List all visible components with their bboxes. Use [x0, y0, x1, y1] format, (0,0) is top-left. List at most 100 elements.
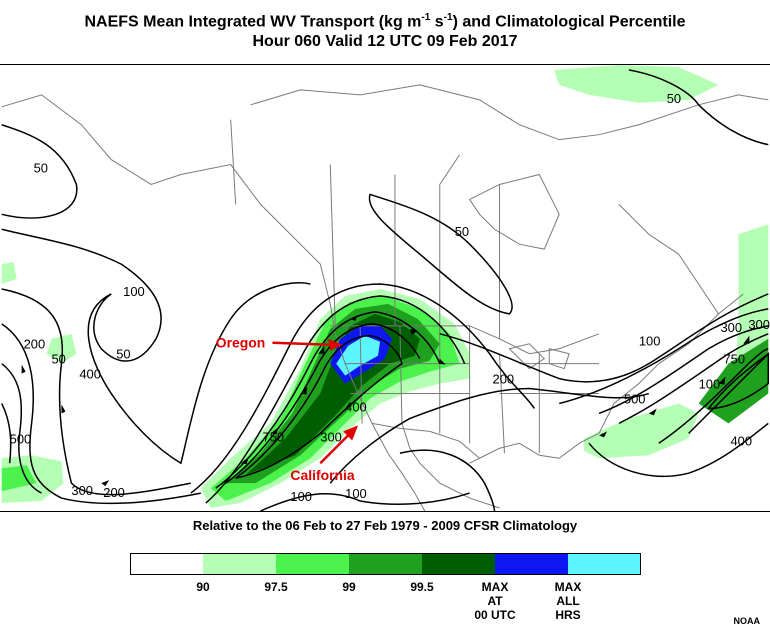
contour-50-south: [399, 449, 496, 511]
legend-tick-label: 99.5: [410, 580, 434, 594]
credit-label: NOAA: [733, 616, 761, 626]
contour-label: 500: [10, 431, 32, 446]
legend-tick-label: MAX ALL HRS: [554, 580, 582, 622]
vector-arrow: [61, 404, 66, 414]
title-line-1: NAEFS Mean Integrated WV Transport (kg m…: [84, 12, 686, 31]
contour-500-west: [1, 403, 12, 464]
vector-arrow: [718, 376, 726, 385]
contour-label: 100: [123, 284, 145, 299]
shade-97-5-west-pacific: [46, 333, 77, 364]
state-lines: [345, 325, 600, 454]
vector-arrows: [21, 314, 750, 487]
contour-label: 100: [639, 334, 661, 349]
vector-arrow: [240, 457, 249, 465]
oregon-arrowhead: [328, 338, 343, 351]
coastline-gulf: [469, 432, 600, 464]
contour-label: 400: [79, 367, 101, 382]
contour-label: 300: [748, 317, 770, 332]
contour-label: 750: [263, 429, 285, 444]
ivt-map: 50 50 50 50 100 100 100 100 200 200 200 …: [0, 64, 770, 512]
contour-50-east: [439, 293, 769, 383]
oregon-arrow: [272, 341, 331, 346]
title-line-2: Hour 060 Valid 12 UTC 09 Feb 2017: [252, 33, 518, 51]
coastline-labrador: [618, 204, 719, 315]
contour-750-east: [706, 352, 770, 410]
vector-arrow: [438, 358, 446, 365]
contour-300-east: [618, 333, 769, 425]
contour-50-center: [87, 282, 311, 465]
vector-arrow: [270, 427, 279, 435]
contour-200-ar: [190, 283, 535, 494]
shade-cyan-core: [336, 335, 381, 376]
contour-400-se: [588, 422, 769, 477]
border-alaska: [230, 119, 237, 205]
california-arrow: [319, 432, 352, 465]
contour-labels: 50 50 50 50 100 100 100 100 200 200 200 …: [10, 91, 770, 504]
coastline-mexico: [401, 423, 500, 509]
vector-arrow: [101, 480, 110, 487]
contour-label: 300: [71, 483, 93, 498]
legend-swatch-97-5: [276, 553, 349, 575]
contour-layer: [1, 69, 770, 511]
contour-300-west: [1, 323, 201, 505]
vector-arrow: [599, 431, 608, 438]
contour-label: 400: [730, 433, 752, 448]
contour-400-east: [658, 347, 769, 444]
contour-label: 200: [103, 485, 125, 500]
contour-label: 300: [720, 320, 742, 335]
shade-97-5-west-edge: [1, 262, 17, 285]
legend-tick-label: MAX AT 00 UTC: [474, 580, 516, 622]
contour-200-west: [1, 288, 192, 496]
shade-97-5-atlantic: [584, 403, 699, 459]
vector-arrow: [350, 314, 359, 321]
annotation-layer: Oregon California: [216, 335, 359, 483]
contour-750-ar: [235, 335, 403, 479]
coastline-east: [598, 293, 744, 434]
border-us-mexico: [371, 422, 480, 459]
legend-swatch-max-all: [568, 553, 641, 575]
contour-label: 50: [34, 161, 48, 176]
contour-label: 50: [455, 224, 469, 239]
contour-400-ar: [215, 311, 441, 489]
shade-99-west-ar: [1, 465, 37, 492]
contour-label: 200: [493, 372, 515, 387]
contour-50-north: [628, 69, 769, 146]
oregon-label: Oregon: [216, 335, 266, 351]
legend-tick-label: 97.5: [264, 580, 288, 594]
contour-label: 50: [667, 91, 681, 106]
contour-label: 300: [320, 429, 342, 444]
shading-layer: [1, 65, 769, 509]
california-label: California: [290, 467, 354, 483]
contour-100-west: [1, 228, 162, 362]
contour-100-south: [260, 492, 470, 511]
legend-tick-label: 99: [342, 580, 356, 594]
province-lines: [329, 154, 500, 339]
contour-label: 100: [699, 377, 721, 392]
contour-200-east: [598, 325, 769, 415]
vector-arrow: [300, 386, 308, 395]
contour-label: 50: [51, 352, 65, 367]
contour-label: 200: [24, 337, 46, 352]
shade-97-5-north: [554, 65, 719, 103]
legend-swatch-90: [203, 553, 276, 575]
contour-100-east: [559, 308, 769, 405]
contour-50-west: [1, 124, 78, 219]
geography-layer: [1, 84, 769, 511]
contour-label: 750: [723, 352, 745, 367]
legend-tick-label: 90: [196, 580, 210, 594]
contour-50-canada: [368, 193, 513, 315]
contour-label: 500: [624, 391, 646, 406]
california-arrowhead: [343, 425, 359, 441]
vector-arrow: [648, 408, 657, 416]
lakes: [508, 343, 570, 370]
climatology-subtitle: Relative to the 06 Feb to 27 Feb 1979 - …: [192, 518, 578, 533]
contour-100-us: [329, 387, 650, 484]
legend-swatch-99-5: [422, 553, 495, 575]
coastline-hudson: [468, 173, 560, 250]
chart-title: NAEFS Mean Integrated WV Transport (kg m…: [0, 8, 770, 52]
contour-label: 100: [345, 486, 367, 501]
legend-swatch-below-90: [130, 553, 203, 575]
legend-swatch-max-00utc: [495, 553, 568, 575]
contour-label: 50: [116, 347, 130, 362]
contour-label: 100: [290, 489, 312, 504]
